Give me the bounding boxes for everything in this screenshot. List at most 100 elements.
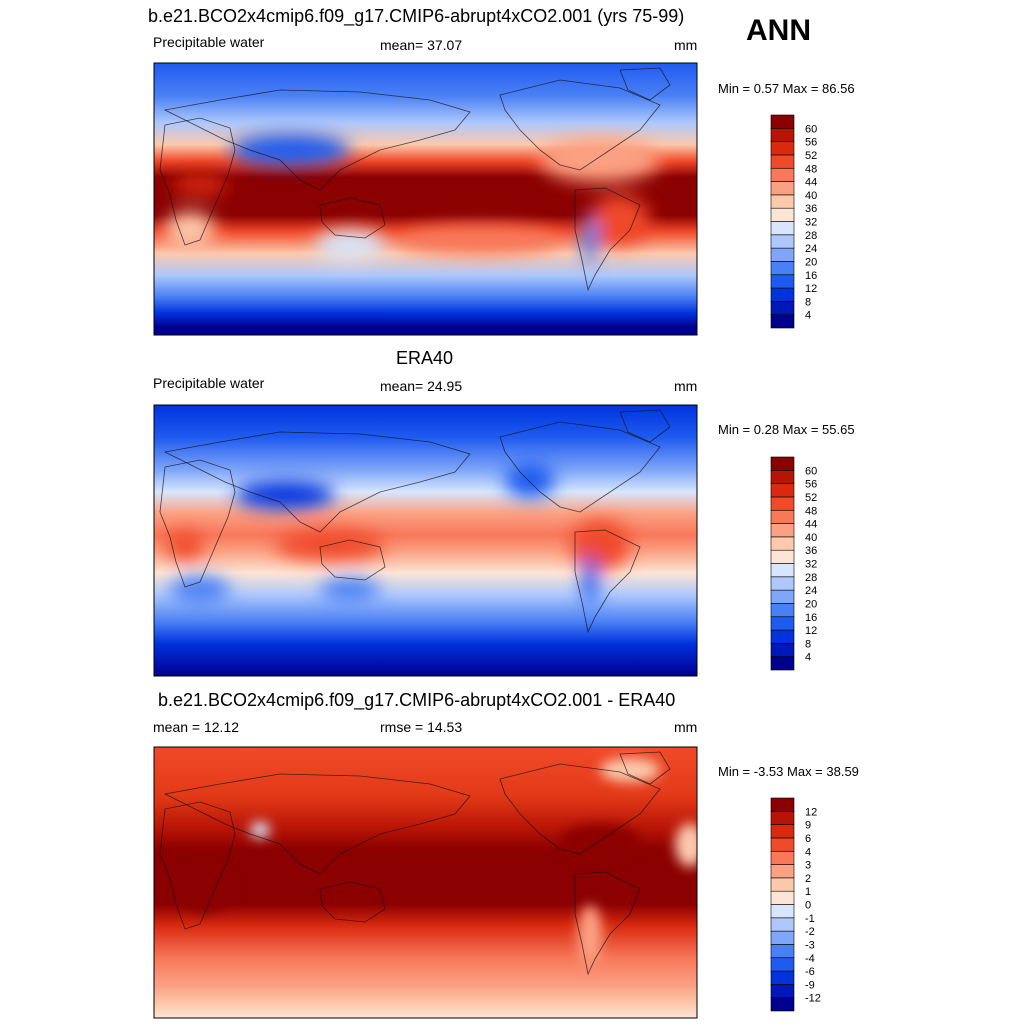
colorbar-2-tick-label: 20	[805, 598, 817, 610]
colorbar-1-swatch	[770, 167, 795, 182]
colorbar-2-tick-label: 48	[805, 505, 817, 517]
coastline-outline	[319, 539, 386, 581]
colorbar-2-tick-label: 36	[805, 545, 817, 557]
colorbar-2-tick-label: 8	[805, 638, 811, 650]
colorbar-1-tick-label: 24	[805, 243, 817, 255]
colorbar-2-tick-label: 12	[805, 625, 817, 637]
colorbar-3-tick-label: 3	[805, 860, 811, 872]
panel-1-center-label: mean= 37.07	[380, 37, 463, 53]
colorbar-2-swatch	[770, 549, 795, 564]
colorbar-1-tick-label: 28	[805, 230, 817, 242]
colorbar-1-swatch	[770, 261, 795, 276]
panel-1-minmax: Min = 0.57 Max = 86.56	[718, 81, 855, 96]
panel-2-minmax: Min = 0.28 Max = 55.65	[718, 422, 855, 437]
panel-3-center-label: rmse = 14.53	[380, 719, 463, 735]
panel-2-units: mm	[674, 378, 698, 394]
colorbar-3-swatch	[770, 904, 795, 919]
colorbar-2-swatch	[770, 483, 795, 498]
map-panel-1	[154, 63, 697, 335]
colorbar-1-swatch	[770, 314, 795, 329]
colorbar-2-tick-label: 24	[805, 585, 817, 597]
colorbar-3-tick-label: 9	[805, 820, 811, 832]
colorbar-3-tick-label: 1	[805, 886, 811, 898]
coastline-outline	[319, 197, 386, 239]
panel-1-left-label: Precipitable water	[153, 34, 265, 50]
panel-2-title: ERA40	[396, 348, 454, 368]
colorbar-1-swatch	[770, 207, 795, 222]
coastline-outline	[499, 763, 661, 855]
colorbar-3-tick-label: -3	[805, 939, 815, 951]
colorbar-2-swatch	[770, 616, 795, 631]
coastline-outline	[574, 871, 641, 976]
colorbar-2-tick-label: 56	[805, 479, 817, 491]
colorbar-1-swatch	[770, 114, 795, 129]
panel-1-title: b.e21.BCO2x4cmip6.f09_g17.CMIP6-abrupt4x…	[148, 6, 685, 26]
coastline-outline	[159, 117, 236, 246]
colorbar-1-swatch	[770, 194, 795, 209]
colorbar-3-tick-label: -4	[805, 953, 815, 965]
colorbar-1-tick-label: 16	[805, 270, 817, 282]
season-label: ANN	[746, 14, 811, 47]
colorbar-1-swatch	[770, 128, 795, 142]
panel-3-minmax: Min = -3.53 Max = 38.59	[718, 764, 859, 779]
colorbar-3-swatch	[770, 997, 795, 1012]
colorbar-3-swatch	[770, 917, 795, 932]
colorbar-1-tick-label: 40	[805, 190, 817, 202]
coastline-set-1	[159, 67, 671, 292]
colorbar-3-swatch	[770, 877, 795, 892]
colorbar-1-tick-label: 60	[805, 123, 817, 135]
colorbar-2-tick-label: 44	[805, 519, 817, 531]
colorbar-1-swatch	[770, 287, 795, 302]
colorbar-2-swatch	[770, 629, 795, 644]
coastline-outline	[163, 773, 471, 875]
colorbar-3-swatch	[770, 837, 795, 852]
colorbar-3-swatch	[770, 957, 795, 972]
colorbar-2-swatch	[770, 643, 795, 657]
panel-3-title: b.e21.BCO2x4cmip6.f09_g17.CMIP6-abrupt4x…	[158, 690, 676, 710]
panel-2-center-label: mean= 24.95	[380, 378, 463, 394]
colorbar-3: 12 964 321 0-1-2-3 -4-6-9 -12	[770, 797, 821, 1012]
colorbar-3-swatch	[770, 864, 795, 879]
map-panel-1-frame	[153, 62, 698, 336]
colorbar-3-tick-label: 12	[805, 806, 817, 818]
coastline-outline	[619, 409, 671, 443]
colorbar-1-swatch	[770, 274, 795, 289]
colorbar-2-tick-label: 28	[805, 572, 817, 584]
map-panel-3-anomalies	[180, 758, 697, 965]
coastline-outline	[499, 79, 661, 171]
colorbar-2-swatch	[770, 456, 795, 471]
coastline-outline	[619, 67, 671, 101]
panel-3-units: mm	[674, 719, 698, 735]
colorbar-1-tick-label: 32	[805, 217, 817, 229]
colorbar-3-swatch	[770, 850, 795, 865]
colorbars: 6056524844403632282420161284605652484440…	[770, 114, 821, 1012]
colorbar-1-tick-label: 56	[805, 137, 817, 149]
colorbar-2-tick-label: 32	[805, 559, 817, 571]
colorbar-3-swatch	[770, 811, 795, 825]
colorbar-1-tick-label: 20	[805, 256, 817, 268]
colorbar-3-tick-label: 0	[805, 900, 811, 912]
map-panel-3-frame	[153, 746, 698, 1019]
colorbar-3-tick-label: -9	[805, 979, 815, 991]
colorbar-2-tick-label: 52	[805, 492, 817, 504]
colorbar-2-swatch	[770, 603, 795, 618]
colorbar-1-swatch	[770, 221, 795, 236]
coastline-outline	[574, 529, 641, 634]
colorbar-2-swatch	[770, 656, 795, 671]
coastline-outline	[319, 881, 386, 923]
colorbar-2-tick-label: 16	[805, 612, 817, 624]
colorbar-2-swatch	[770, 496, 795, 511]
colorbar-2-swatch	[770, 470, 795, 484]
colorbar-3-tick-label: -1	[805, 913, 815, 925]
colorbar-2-swatch	[770, 563, 795, 578]
colorbar-1-tick-label: 4	[805, 310, 811, 322]
colorbar-1-tick-label: 8	[805, 296, 811, 308]
coastline-outline	[159, 459, 236, 588]
colorbar-3-swatch	[770, 984, 795, 998]
colorbar-2-swatch	[770, 589, 795, 604]
colorbar-2-tick-label: 4	[805, 652, 811, 664]
map-panel-2	[154, 405, 697, 676]
